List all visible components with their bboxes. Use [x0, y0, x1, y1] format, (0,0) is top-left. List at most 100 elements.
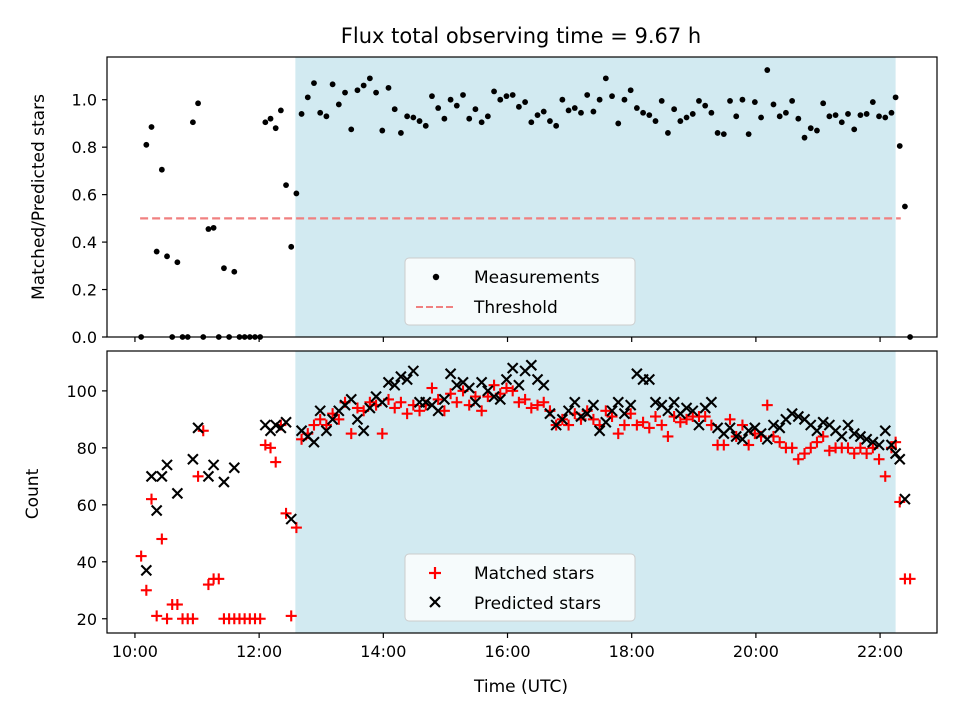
- matched-star-point: [805, 442, 817, 454]
- matched-star-point: [270, 456, 282, 468]
- measurement-point: [221, 265, 227, 272]
- x-b: [426, 399, 438, 411]
- measurement-point: [590, 108, 597, 115]
- predicted-star-point: [451, 379, 463, 391]
- predicted-star-point: [382, 376, 395, 389]
- measurement-point: [683, 114, 690, 121]
- predicted-star-point: [488, 390, 500, 403]
- x-b: [302, 430, 314, 443]
- matched-star-point: [879, 470, 891, 482]
- measurement-point: [565, 107, 572, 114]
- x-b: [192, 422, 204, 434]
- matched-star-point: [637, 416, 649, 428]
- predicted-star-point: [171, 487, 184, 500]
- measurement-point: [491, 88, 497, 95]
- measurement-point: [876, 113, 882, 120]
- matched-star-point: [799, 448, 811, 460]
- x-b: [624, 399, 637, 411]
- x-b: [482, 385, 494, 397]
- predicted-star-point: [364, 402, 376, 414]
- x-b: [388, 379, 401, 391]
- predicted-star-point: [742, 425, 755, 437]
- x-tick-label: 14:00: [360, 642, 406, 661]
- legend-measurements-marker: [432, 273, 440, 281]
- x-b: [187, 453, 199, 465]
- measurement-point: [373, 89, 379, 96]
- measurement-point: [497, 96, 504, 103]
- bot-y-tick-label: 100: [66, 382, 97, 401]
- x-b: [643, 373, 656, 386]
- top-y-axis-label: Matched/Predicted stars: [29, 94, 49, 300]
- matched-star-point: [674, 416, 686, 428]
- x-tick-label: 18:00: [609, 642, 655, 661]
- measurement-point: [429, 93, 435, 100]
- bottom-legend-box: [404, 553, 636, 622]
- measurement-point: [764, 67, 771, 73]
- x-b: [848, 427, 860, 440]
- bot-y-tick-label: 80: [77, 439, 97, 458]
- x-b: [606, 405, 618, 417]
- x-b: [755, 427, 767, 440]
- x-b: [259, 419, 272, 431]
- predicted-star-point: [207, 459, 220, 471]
- matched-star-point: [625, 408, 637, 420]
- x-b: [662, 405, 674, 417]
- measurement-point: [360, 82, 367, 89]
- predicted-star-point: [569, 396, 581, 409]
- predicted-star-point: [285, 513, 297, 525]
- x-b: [463, 382, 475, 394]
- measurement-point: [863, 111, 870, 117]
- bottom-legend: Matched stars Predicted stars: [404, 553, 636, 622]
- matched-star-point: [600, 405, 612, 417]
- measurement-point: [195, 100, 201, 107]
- x-b: [202, 470, 215, 483]
- measurement-point: [164, 253, 170, 260]
- measurement-point: [460, 92, 466, 98]
- matched-star-point: [718, 439, 730, 451]
- predicted-star-point: [612, 396, 624, 409]
- measurement-point: [466, 115, 473, 122]
- matched-star-point: [401, 408, 413, 420]
- predicted-star-point: [811, 425, 823, 437]
- predicted-star-point: [817, 416, 829, 428]
- x-tick-label: 16:00: [484, 642, 530, 661]
- matched-star-point: [146, 493, 158, 505]
- x-b: [326, 413, 339, 426]
- matched-star-point: [606, 411, 618, 423]
- matched-star-point: [432, 393, 444, 405]
- x-b: [161, 459, 173, 471]
- top-panel: 0.0 0.2 0.4 0.6 0.8 1.0 Matched/Predicted sta…: [29, 56, 938, 347]
- x-b: [792, 410, 805, 423]
- predicted-star-point: [867, 436, 879, 448]
- measurement-point: [807, 125, 814, 132]
- x-b: [773, 422, 786, 434]
- matched-star-point: [743, 439, 755, 451]
- x-b: [544, 407, 556, 420]
- measurement-point: [267, 115, 274, 122]
- x-b: [488, 390, 500, 403]
- x-b: [320, 425, 333, 437]
- predicted-star-point: [401, 373, 413, 386]
- measurement-point: [540, 108, 547, 115]
- predicted-star-point: [500, 373, 513, 386]
- measurement-point: [826, 113, 833, 120]
- matched-star-point: [736, 419, 748, 431]
- x-b: [705, 396, 718, 409]
- measurement-point: [720, 131, 727, 138]
- x-b: [432, 405, 444, 417]
- predicted-star-point: [767, 419, 780, 431]
- matched-star-point: [811, 436, 823, 448]
- x-b: [171, 487, 184, 500]
- measurement-point: [801, 134, 808, 141]
- measurement-point: [329, 81, 336, 88]
- predicted-star-point: [187, 453, 199, 465]
- predicted-star-point: [662, 405, 674, 417]
- predicted-star-point: [889, 447, 902, 460]
- x-b: [145, 470, 158, 483]
- matched-star-point: [213, 573, 225, 585]
- matched-star-point: [308, 419, 320, 431]
- predicted-star-point: [581, 407, 593, 420]
- matched-star-point: [848, 448, 860, 460]
- measurement-point: [210, 224, 217, 231]
